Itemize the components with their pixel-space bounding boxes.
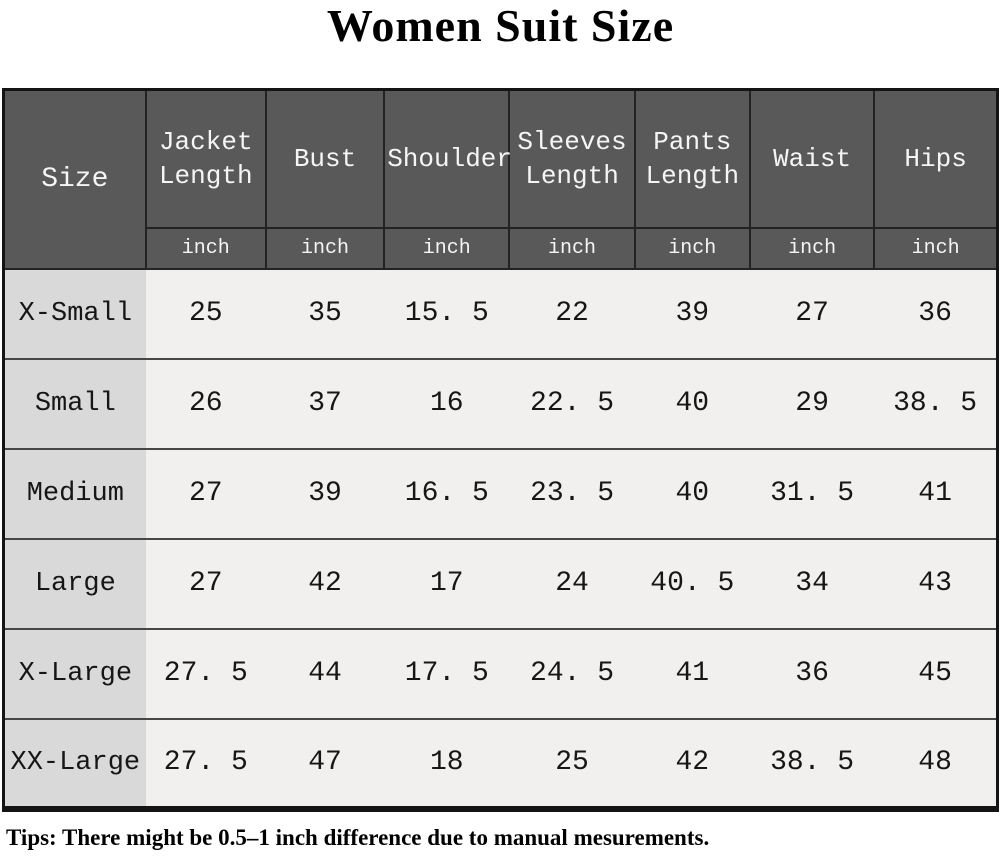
size-chart-table: Size Jacket Length Bust Shoulder Sleeves… — [2, 88, 999, 812]
measurement-value: 41 — [634, 627, 750, 719]
measurement-value: 47 — [265, 717, 385, 809]
column-header-sleeves-length: Sleeves Length — [508, 89, 635, 230]
table-row-x-small: X-Small 25 35 15. 5 22 39 27 36 — [3, 268, 998, 359]
measurement-value: 34 — [749, 537, 875, 629]
measurement-value: 27. 5 — [145, 717, 266, 809]
measurement-value: 36 — [749, 627, 875, 719]
unit-label: inch — [508, 228, 635, 270]
measurement-value: 18 — [384, 717, 510, 809]
measurement-value: 17. 5 — [384, 627, 510, 719]
measurement-value: 24 — [509, 537, 635, 629]
measurement-value: 26 — [145, 357, 266, 449]
measurement-value: 40 — [634, 447, 750, 539]
measurement-value: 41 — [874, 447, 998, 539]
column-header-jacket-length: Jacket Length — [144, 89, 266, 230]
measurement-value: 38. 5 — [749, 717, 875, 809]
measurement-value: 27 — [145, 537, 266, 629]
measurement-value: 29 — [749, 357, 875, 449]
measurement-value: 42 — [634, 717, 750, 809]
column-header-waist: Waist — [748, 89, 875, 230]
measurement-value: 48 — [874, 717, 998, 809]
unit-label: inch — [873, 228, 998, 270]
page-title: Women Suit Size — [326, 0, 675, 51]
measurement-value: 16. 5 — [384, 447, 510, 539]
measurement-value: 43 — [874, 537, 998, 629]
size-label: Large — [3, 537, 146, 629]
unit-label: inch — [144, 228, 266, 270]
measurement-value: 27 — [145, 447, 266, 539]
title-bar: Women Suit Size — [0, 0, 1001, 88]
table-row-xx-large: XX-Large 27. 5 47 18 25 42 38. 5 48 — [3, 717, 998, 809]
tips-note: Tips: There might be 0.5–1 inch differen… — [6, 824, 710, 850]
measurement-value: 25 — [145, 268, 266, 359]
measurement-value: 22 — [509, 268, 635, 359]
measurement-value: 38. 5 — [874, 357, 998, 449]
unit-label: inch — [633, 228, 750, 270]
measurement-value: 24. 5 — [509, 627, 635, 719]
column-header-hips: Hips — [873, 89, 998, 230]
measurement-value: 39 — [634, 268, 750, 359]
unit-row: inch inch inch inch inch inch inch — [4, 228, 998, 270]
unit-label: inch — [264, 228, 385, 270]
measurement-value: 27. 5 — [145, 627, 266, 719]
measurement-value: 35 — [265, 268, 385, 359]
table-header: Size Jacket Length Bust Shoulder Sleeves… — [3, 89, 998, 270]
unit-label: inch — [383, 228, 510, 270]
table-row-small: Small 26 37 16 22. 5 40 29 38. 5 — [3, 357, 998, 449]
measurement-value: 23. 5 — [509, 447, 635, 539]
unit-label: inch — [748, 228, 875, 270]
table-row-medium: Medium 27 39 16. 5 23. 5 40 31. 5 41 — [3, 447, 998, 539]
measurement-value: 17 — [384, 537, 510, 629]
measurement-value: 15. 5 — [384, 268, 510, 359]
measurement-value: 40. 5 — [634, 537, 750, 629]
measurement-value: 16 — [384, 357, 510, 449]
measurement-value: 27 — [749, 268, 875, 359]
column-header-size: Size — [3, 89, 147, 270]
measurement-value: 37 — [265, 357, 385, 449]
size-label: Medium — [3, 447, 146, 539]
measurement-value: 31. 5 — [749, 447, 875, 539]
column-header-pants-length: Pants Length — [633, 89, 750, 230]
header-row: Size Jacket Length Bust Shoulder Sleeves… — [3, 89, 998, 270]
measurement-value: 25 — [509, 717, 635, 809]
size-label: Small — [3, 357, 146, 449]
column-header-shoulder: Shoulder — [383, 89, 512, 230]
size-label: X-Large — [3, 627, 146, 719]
table-row-large: Large 27 42 17 24 40. 5 34 43 — [3, 537, 998, 629]
measurement-value: 45 — [874, 627, 998, 719]
measurement-value: 44 — [265, 627, 385, 719]
table-row-x-large: X-Large 27. 5 44 17. 5 24. 5 41 36 45 — [3, 627, 998, 719]
measurement-value: 36 — [874, 268, 998, 359]
size-label: X-Small — [3, 268, 146, 359]
column-header-bust: Bust — [264, 89, 385, 230]
measurement-value: 22. 5 — [509, 357, 635, 449]
size-label: XX-Large — [3, 717, 146, 809]
table-body: X-Small 25 35 15. 5 22 39 27 36 Small 26… — [3, 268, 998, 809]
measurement-value: 42 — [265, 537, 385, 629]
measurement-value: 40 — [634, 357, 750, 449]
measurement-value: 39 — [265, 447, 385, 539]
